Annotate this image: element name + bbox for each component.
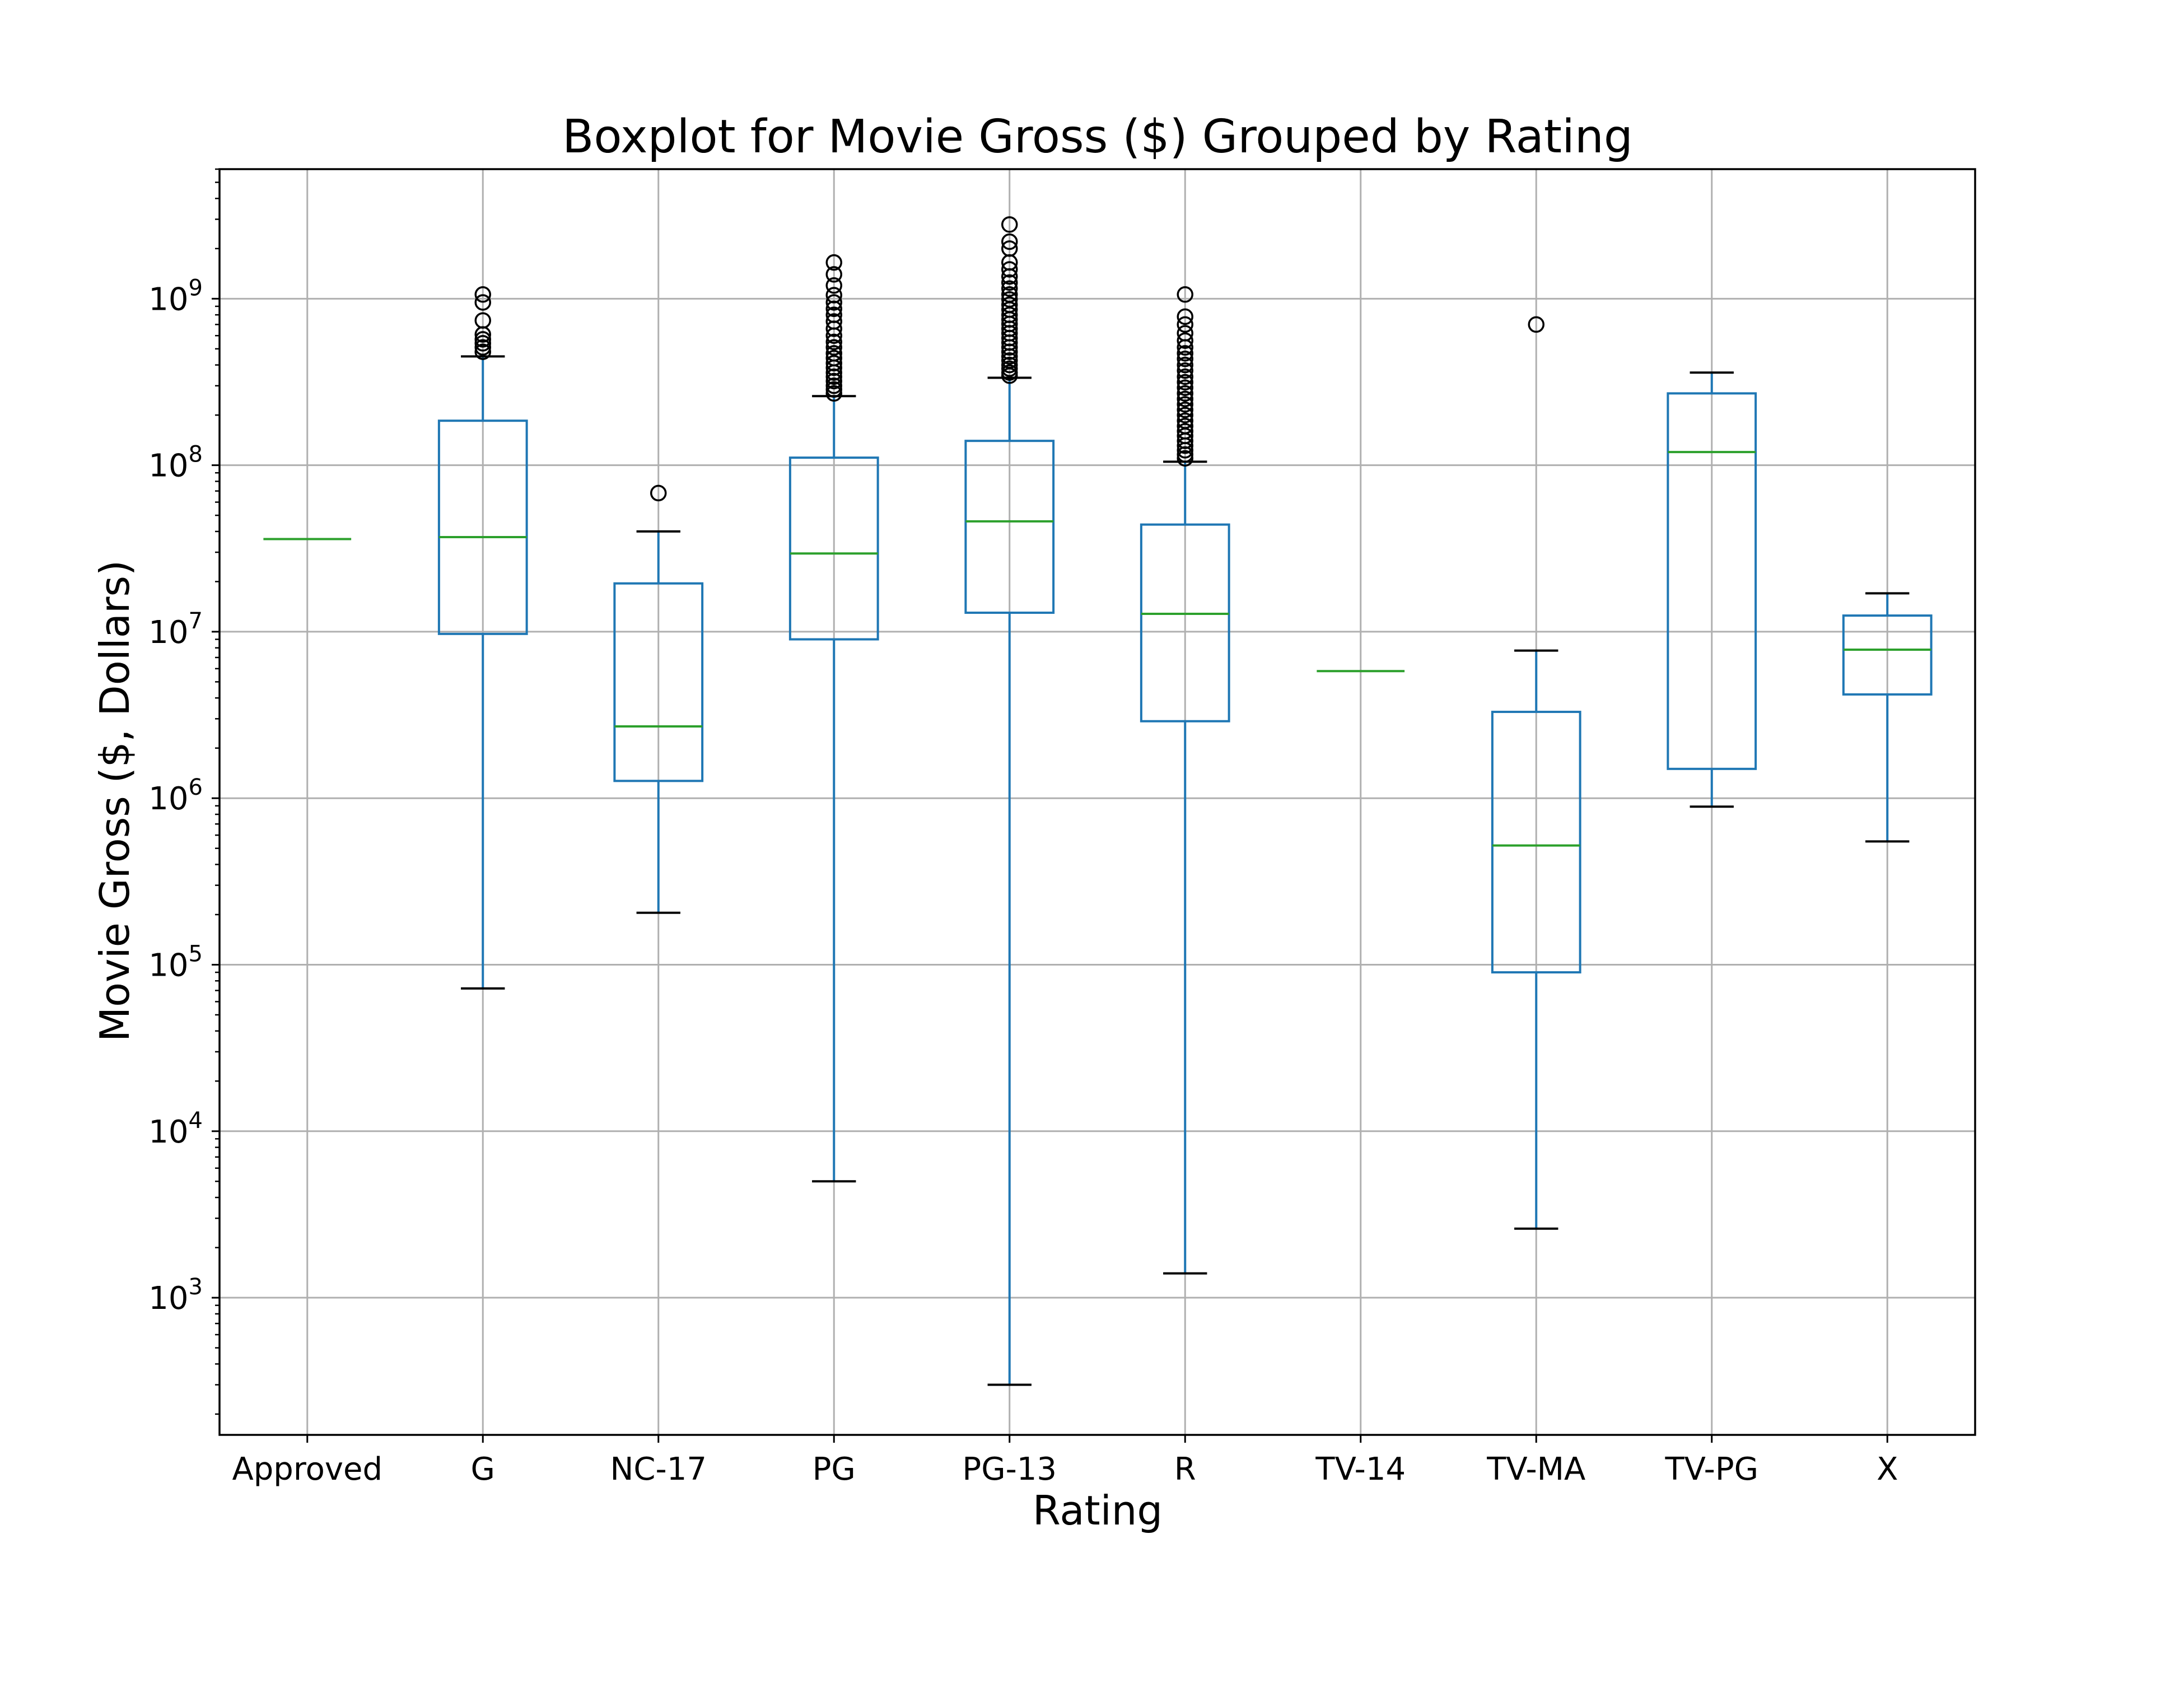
outlier-point [1001,352,1018,369]
outlier-point [474,294,491,311]
outlier-point [474,335,491,352]
x-tick-label: TV-MA [1486,1451,1585,1488]
iqr-box [1140,523,1230,722]
outlier-point [1177,356,1193,374]
outlier-point [825,355,842,372]
y-tick-label: 108 [148,442,203,484]
x-tick-label: NC-17 [610,1451,707,1488]
iqr-box [1491,711,1581,974]
outlier-point [1001,286,1018,303]
outlier-point [1177,316,1193,333]
outlier-point [825,333,842,351]
box-group-x [1842,592,1933,843]
x-tick-label: PG [813,1451,856,1488]
y-tick-label: 103 [148,1274,203,1317]
outlier-point [1177,351,1193,367]
outlier-point [1001,356,1018,374]
y-axis-label: Movie Gross ($, Dollars) [91,560,138,1042]
outlier-point [1177,325,1193,342]
outlier-point [825,254,842,271]
outlier-point [1001,291,1018,308]
outlier-point [825,368,842,385]
outlier-point [1177,412,1193,429]
outlier-point [474,339,491,356]
outlier-point [474,286,491,303]
iqr-box [788,456,879,641]
outlier-point [1001,296,1018,313]
outlier-point [1177,286,1193,303]
box-group-pg-13 [964,216,1055,1386]
outlier-point [1177,402,1193,418]
box-group-g [437,286,528,990]
iqr-box [1842,614,1933,696]
outlier-point [825,294,842,311]
iqr-box [437,419,528,635]
chart-title: Boxplot for Movie Gross ($) Grouped by R… [562,110,1633,164]
outlier-point [1177,362,1193,379]
outlier-point [825,377,842,394]
outlier-point [1001,216,1018,233]
box-group-r [1140,286,1230,1275]
outlier-point [1001,261,1018,278]
x-tick-label: G [471,1451,495,1488]
outlier-point [825,372,842,390]
y-tick-label: 107 [148,608,203,651]
outlier-point [1001,274,1018,291]
outlier-point [825,266,842,283]
x-tick-label: TV-14 [1315,1451,1406,1488]
outlier-point [1177,417,1193,435]
outlier-point [825,287,842,304]
plot-frame [218,168,1976,1436]
box-group-nc-17 [613,484,704,914]
y-tick-label: 104 [148,1108,203,1150]
outlier-point [825,277,842,294]
outlier-point [1528,316,1544,333]
outlier-point [1001,280,1018,297]
outlier-point [650,484,667,502]
outlier-point [1177,308,1193,325]
outlier-point [1177,390,1193,408]
iqr-box [1667,392,1757,770]
y-tick-label: 105 [148,941,203,983]
outlier-point [825,306,842,323]
y-tick-label: 109 [148,275,203,318]
outlier-point [1177,374,1193,391]
outlier-point [1177,379,1193,397]
box-group-tv-ma [1491,316,1581,1230]
outlier-point [1177,396,1193,413]
outlier-point [474,331,491,348]
iqr-box [613,582,704,782]
outlier-point [1001,233,1018,250]
outlier-point [1001,364,1018,381]
outlier-point [825,385,842,402]
outlier-point [474,343,491,360]
outlier-point [1177,385,1193,402]
box-group-tv-pg [1667,371,1757,808]
outlier-point [1177,423,1193,440]
box-group-pg [788,254,879,1183]
outlier-point [825,313,842,330]
y-tick-label: 106 [148,775,203,817]
outlier-point [1177,332,1193,349]
outlier-point [1177,345,1193,362]
x-tick-label: PG-13 [962,1451,1057,1488]
outlier-point [825,339,842,356]
x-tick-label: Approved [232,1451,382,1488]
x-axis-label: Rating [1033,1487,1163,1534]
outlier-point [474,312,491,329]
outlier-point [1001,240,1018,257]
iqr-box [964,440,1055,614]
x-tick-label: R [1174,1451,1196,1488]
x-tick-label: X [1877,1451,1898,1488]
outlier-point [1177,368,1193,385]
x-tick-label: TV-PG [1664,1451,1758,1488]
outlier-point [825,349,842,367]
outlier-point [1177,407,1193,423]
outlier-point [825,345,842,362]
